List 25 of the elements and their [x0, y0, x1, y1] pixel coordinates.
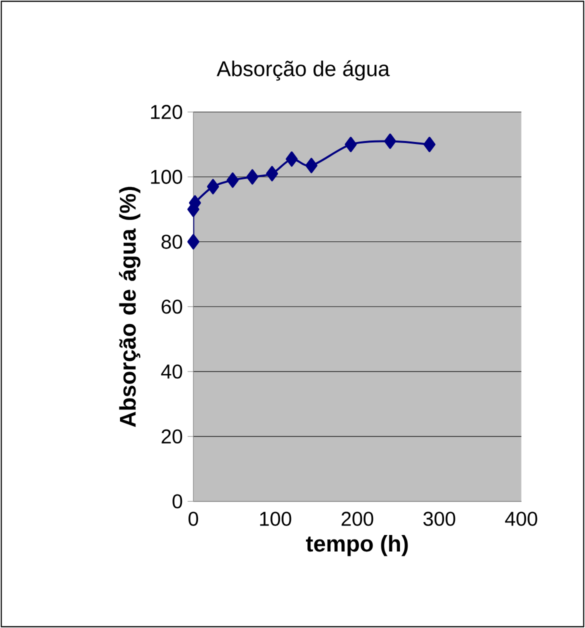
y-tick-label: 40: [161, 364, 182, 379]
point: [246, 169, 258, 185]
y-tick-label: 120: [151, 104, 182, 120]
point: [226, 172, 239, 188]
y-axis-title: Absorção de água (%): [118, 186, 140, 428]
y-tick-label: 80: [162, 234, 182, 249]
point: [286, 151, 298, 167]
y-tick-label: 100: [151, 170, 182, 184]
x-axis-title: tempo (h): [306, 535, 408, 556]
point: [207, 178, 220, 194]
point: [384, 134, 396, 149]
point: [305, 158, 318, 174]
x-tick-label: 400: [505, 512, 538, 526]
point: [187, 234, 200, 250]
x-tick-label: 100: [260, 512, 292, 526]
point: [266, 166, 278, 182]
point: [344, 136, 357, 152]
y-tick-label: 20: [162, 429, 182, 444]
y-tick-label: 60: [162, 300, 182, 314]
x-tick-label: 0: [188, 512, 198, 526]
chart-title: Absorção de água: [216, 60, 390, 81]
point: [423, 136, 436, 152]
y-tick-label: 0: [172, 494, 182, 508]
x-tick-label: 300: [423, 512, 456, 526]
x-tick-label: 200: [342, 512, 374, 526]
